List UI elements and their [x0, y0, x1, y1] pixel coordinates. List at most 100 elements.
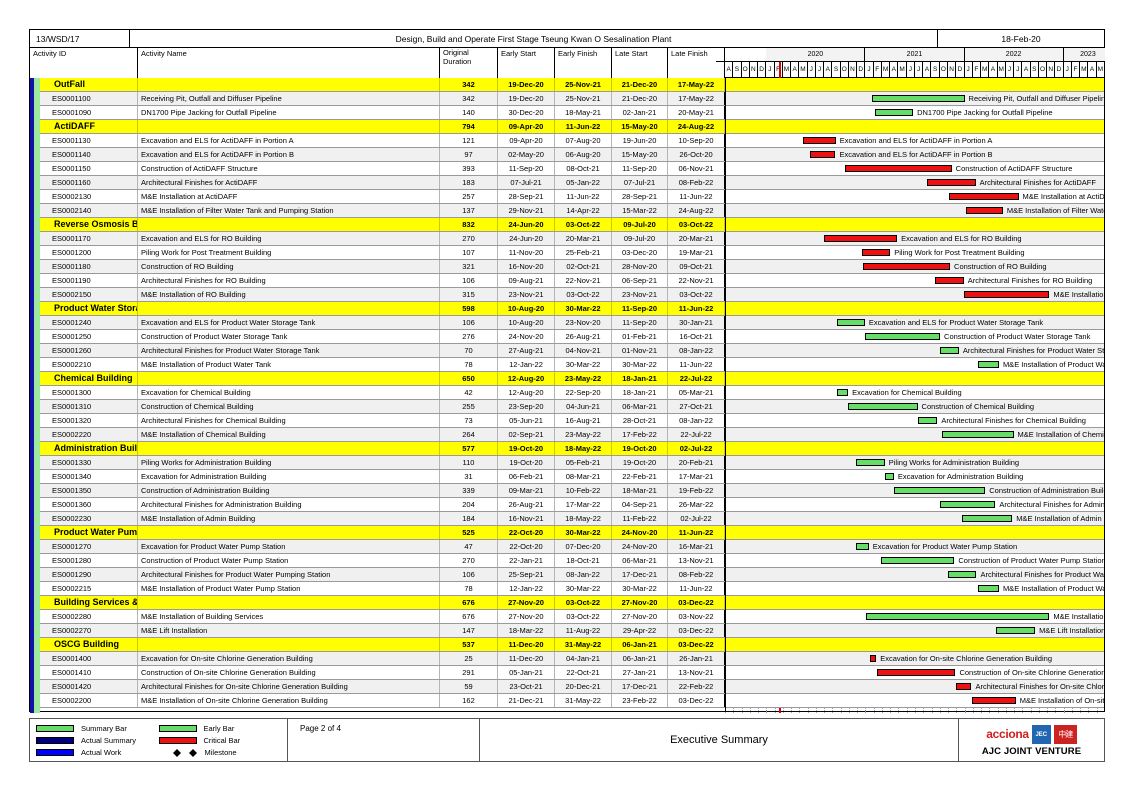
gantt-bar[interactable]	[881, 557, 955, 564]
cell-late-start: 18-Jan-21	[612, 372, 668, 385]
gantt-bar[interactable]	[940, 501, 996, 508]
gantt-bar[interactable]	[917, 417, 938, 424]
gantt-bar[interactable]	[948, 571, 977, 578]
gantt-bar[interactable]	[935, 277, 964, 284]
gantt-bar[interactable]	[862, 263, 951, 270]
table-row[interactable]: ES0001250 Construction of Product Water S…	[40, 330, 1104, 344]
table-row[interactable]: ES0001190 Architectural Finishes for RO B…	[40, 274, 1104, 288]
table-row[interactable]: ES0002230 M&E Installation of Admin Build…	[40, 512, 1104, 526]
gantt-bar[interactable]	[845, 165, 952, 172]
summary-row[interactable]: Building Services & Lift Installation 676…	[40, 596, 1104, 610]
summary-row[interactable]: Administration Building57719-Oct-2018-Ma…	[40, 442, 1104, 456]
cell-early-start: 19-Dec-20	[498, 78, 555, 91]
summary-row[interactable]: Product Water Storage Tank 59810-Aug-2030…	[40, 302, 1104, 316]
table-row[interactable]: ES0002280 M&E Installation of Building Se…	[40, 610, 1104, 624]
cell-early-start: 27-Aug-21	[498, 344, 555, 357]
gantt-bar[interactable]	[872, 95, 965, 102]
gantt-bar[interactable]	[977, 361, 999, 368]
timescale-month-cell: S	[1030, 62, 1039, 77]
summary-row[interactable]: Product Water Pumping Station 52522-Oct-2…	[40, 526, 1104, 540]
table-row[interactable]: ES0001260 Architectural Finishes for Prod…	[40, 344, 1104, 358]
table-row[interactable]: ES0001170 Excavation and ELS for RO Build…	[40, 232, 1104, 246]
gantt-bar[interactable]	[823, 235, 898, 242]
gantt-bar[interactable]	[869, 655, 877, 662]
gantt-bar[interactable]	[971, 697, 1016, 704]
table-row[interactable]: ES0001090 DN1700 Pipe Jacking for Outfall…	[40, 106, 1104, 120]
table-row[interactable]: ES0001180 Construction of RO Building 321 1…	[40, 260, 1104, 274]
gantt-bar[interactable]	[875, 109, 914, 116]
table-row[interactable]: ES0001270 Excavation for Product Water Pu…	[40, 540, 1104, 554]
gantt-bar[interactable]	[865, 333, 941, 340]
gantt-bar[interactable]	[941, 431, 1014, 438]
table-row[interactable]: ES0001280 Construction of Product Water P…	[40, 554, 1104, 568]
gantt-bar[interactable]	[965, 207, 1003, 214]
gantt-row	[725, 638, 1104, 651]
column-header-early-start: Early Start	[498, 48, 555, 78]
gantt-bar[interactable]	[855, 459, 885, 466]
table-row[interactable]: ES0002210 M&E Installation of Product Wat…	[40, 358, 1104, 372]
gantt-bar[interactable]	[848, 403, 918, 410]
table-row[interactable]: ES0001410 Construction of On-site Chlorin…	[40, 666, 1104, 680]
table-row[interactable]: ES0001420 Architectural Finishes for On-s…	[40, 680, 1104, 694]
cell-late-finish: 16-Mar-21	[668, 540, 725, 553]
gantt-bar[interactable]	[885, 473, 894, 480]
gantt-bar[interactable]	[995, 627, 1036, 634]
gantt-bar[interactable]	[803, 137, 836, 144]
table-row[interactable]: ES0002140 M&E Installation of Filter Wate…	[40, 204, 1104, 218]
table-row[interactable]: ES0001240 Excavation and ELS for Product …	[40, 316, 1104, 330]
gantt-bar-label: Excavation for Administration Building	[897, 472, 1024, 481]
gantt-bar[interactable]	[894, 487, 986, 494]
table-row[interactable]: ES0001150 Construction of ActiDAFF Struct…	[40, 162, 1104, 176]
table-row[interactable]: ES0001160 Architectural Finishes for Acti…	[40, 176, 1104, 190]
table-row[interactable]: ES0002270 M&E Lift Installation 147 18-Mar-…	[40, 624, 1104, 638]
gantt-bar[interactable]	[977, 585, 999, 592]
legend-item-early-bar: Early Bar	[158, 724, 282, 733]
gantt-bar[interactable]	[836, 319, 865, 326]
table-row[interactable]: ES0001290 Architectural Finishes for Prod…	[40, 568, 1104, 582]
gantt-bar[interactable]	[837, 389, 849, 396]
cell-activity-id: ES0001300	[40, 386, 138, 399]
cell-activity-id: ES0001280	[40, 554, 138, 567]
table-row[interactable]: ES0001310 Construction of Chemical Buildi…	[40, 400, 1104, 414]
gantt-bar[interactable]	[876, 669, 956, 676]
summary-row[interactable]: Reverse Osmosis Building83224-Jun-2003-O…	[40, 218, 1104, 232]
table-row[interactable]: ES0001300 Excavation for Chemical Buildin…	[40, 386, 1104, 400]
summary-row[interactable]: ActiDAFF 794 09-Apr-20 11-Jun-22 15-May-20 24…	[40, 120, 1104, 134]
table-row[interactable]: ES0001130 Excavation and ELS for ActiDAFF…	[40, 134, 1104, 148]
timescale-year-cell: 2023	[1063, 48, 1105, 61]
table-row[interactable]: ES0002220 M&E Installation of Chemical Bu…	[40, 428, 1104, 442]
cell-early-finish: 23-May-22	[555, 428, 612, 441]
table-row[interactable]: ES0002130 M&E Installation at ActiDAFF 257…	[40, 190, 1104, 204]
table-row[interactable]: ES0001360 Architectural Finishes for Admi…	[40, 498, 1104, 512]
gantt-bar[interactable]	[940, 347, 959, 354]
gantt-bar-label: Construction of RO Building	[954, 262, 1047, 271]
table-row[interactable]: ES0001320 Architectural Finishes for Chem…	[40, 414, 1104, 428]
table-row[interactable]: ES0001330 Piling Works for Administration…	[40, 456, 1104, 470]
table-row[interactable]: ES0002200 M&E Installation of On-site Chl…	[40, 694, 1104, 708]
table-row[interactable]: ES0001400 Excavation for On-site Chlorine…	[40, 652, 1104, 666]
gantt-bar[interactable]	[955, 683, 972, 690]
gantt-bar[interactable]	[856, 543, 869, 550]
table-row[interactable]: ES0001200 Piling Work for Post Treatment …	[40, 246, 1104, 260]
cell-late-start: 28-Nov-20	[612, 260, 668, 273]
table-row[interactable]: ES0002150 M&E Installation of RO Building…	[40, 288, 1104, 302]
gantt-bar[interactable]	[948, 193, 1019, 200]
summary-row[interactable]: Chemical Building 650 12-Aug-20 23-May-22 18…	[40, 372, 1104, 386]
summary-row[interactable]: OSCG Building 537 11-Dec-20 31-May-22 06-Jan…	[40, 638, 1104, 652]
gantt-bar[interactable]	[809, 151, 836, 158]
table-row[interactable]: ES0002215 M&E Installation of Product Wat…	[40, 582, 1104, 596]
table-row[interactable]: ES0001340 Excavation for Administration B…	[40, 470, 1104, 484]
summary-row[interactable]: OutFall 342 19-Dec-20 25-Nov-21 21-Dec-20 17-…	[40, 78, 1104, 92]
gantt-bar[interactable]	[861, 249, 891, 256]
cell-original-duration: 321	[440, 260, 498, 273]
gantt-bar[interactable]	[865, 613, 1050, 620]
cell-early-start: 11-Dec-20	[498, 652, 555, 665]
gantt-bar[interactable]	[926, 179, 976, 186]
gantt-bar[interactable]	[962, 515, 1013, 522]
gantt-bar[interactable]	[963, 291, 1050, 298]
table-row[interactable]: ES0001350 Construction of Administration …	[40, 484, 1104, 498]
table-row[interactable]: ES0001140 Excavation and ELS for ActiDAFF…	[40, 148, 1104, 162]
gantt-bar-label: M&E Installation of Product Wate	[1002, 584, 1104, 593]
table-row[interactable]: ES0001100 Receiving Pit, Outfall and Diff…	[40, 92, 1104, 106]
